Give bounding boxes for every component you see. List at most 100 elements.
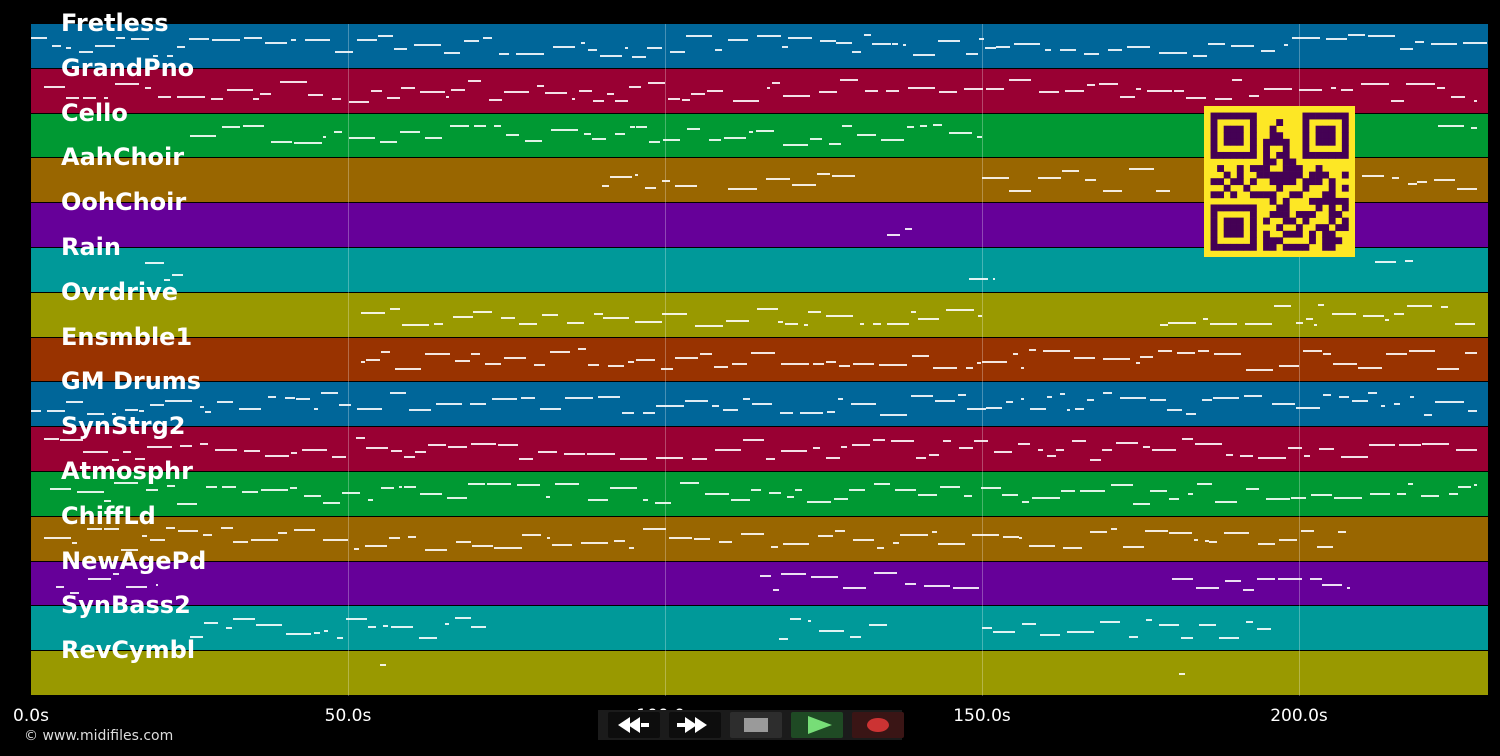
midi-note — [488, 99, 502, 102]
stop-button[interactable] — [730, 712, 782, 738]
midi-note — [886, 234, 900, 237]
midi-note — [451, 89, 465, 92]
midi-note — [1302, 349, 1323, 352]
midi-note — [447, 446, 468, 449]
midi-note — [1273, 304, 1291, 307]
midi-note — [264, 41, 288, 44]
midi-note — [243, 124, 264, 127]
qr-code — [1204, 106, 1355, 257]
midi-note — [189, 635, 203, 638]
midi-note — [444, 52, 460, 55]
rewind-button[interactable] — [608, 712, 660, 738]
midi-note — [892, 542, 900, 545]
midi-note — [1037, 177, 1062, 180]
midi-note — [267, 395, 276, 398]
midi-note — [826, 411, 835, 414]
midi-note — [817, 172, 831, 175]
midi-note — [993, 277, 996, 280]
midi-note — [891, 440, 915, 443]
midi-note — [1421, 494, 1440, 497]
midi-note — [401, 323, 429, 326]
track-lane — [31, 517, 1488, 561]
midi-note — [355, 437, 366, 440]
midi-note — [1331, 312, 1357, 315]
midi-note — [1334, 496, 1362, 499]
midi-note — [1423, 413, 1433, 416]
midi-note — [522, 533, 541, 536]
track-label: AahChoir — [61, 143, 185, 171]
midi-note — [668, 536, 693, 539]
midi-note — [379, 663, 387, 666]
midi-note — [176, 503, 198, 506]
midi-note — [470, 352, 480, 355]
midi-note — [491, 398, 517, 401]
midi-note — [587, 364, 600, 367]
midi-note — [371, 90, 382, 93]
midi-note — [1473, 99, 1477, 102]
midi-note — [1214, 500, 1237, 503]
midi-note — [609, 176, 632, 179]
midi-note — [320, 392, 338, 395]
fast-forward-button[interactable] — [669, 712, 721, 738]
midi-note — [1398, 444, 1421, 447]
midi-note — [1257, 457, 1286, 460]
record-button[interactable] — [852, 712, 904, 738]
midi-note — [505, 134, 519, 137]
midi-note — [933, 367, 957, 370]
midi-note — [838, 398, 844, 401]
midi-note — [285, 396, 296, 399]
midi-note — [226, 88, 254, 91]
midi-note — [264, 455, 289, 458]
midi-note — [578, 348, 587, 351]
midi-note — [851, 443, 871, 446]
midi-note — [389, 392, 407, 395]
midi-note — [471, 625, 486, 628]
midi-note — [714, 49, 722, 52]
midi-note — [662, 139, 680, 142]
midi-note — [984, 47, 996, 50]
midi-note — [533, 364, 545, 367]
midi-note — [211, 98, 224, 101]
midi-note — [1150, 399, 1166, 402]
midi-note — [1258, 543, 1275, 546]
midi-note — [1338, 396, 1350, 399]
midi-note — [1464, 352, 1477, 355]
midi-note — [760, 574, 771, 577]
midi-note — [800, 411, 823, 414]
midi-note — [1295, 406, 1321, 409]
play-button[interactable] — [791, 712, 843, 738]
midi-note — [1310, 493, 1332, 496]
midi-note — [1040, 634, 1061, 637]
midi-note — [682, 98, 690, 101]
midi-note — [367, 498, 373, 501]
midi-note — [332, 455, 347, 458]
midi-note — [1145, 619, 1152, 622]
midi-note — [400, 130, 420, 133]
midi-note — [1159, 623, 1180, 626]
midi-note — [200, 443, 208, 445]
midi-note — [46, 410, 65, 413]
midi-note — [647, 82, 665, 85]
midi-note — [142, 534, 148, 537]
midi-note — [1406, 83, 1435, 86]
midi-note — [1322, 584, 1343, 587]
midi-note — [469, 403, 486, 406]
midi-note — [768, 491, 781, 494]
midi-note — [1245, 487, 1260, 490]
midi-note — [825, 360, 837, 363]
midi-note — [1019, 537, 1023, 539]
midi-note — [832, 174, 856, 177]
midi-note — [841, 124, 853, 127]
midi-note — [1185, 97, 1207, 100]
midi-note — [382, 625, 388, 628]
midi-note — [1415, 40, 1425, 43]
stop-icon — [744, 718, 768, 732]
midi-note — [1181, 437, 1193, 440]
midi-note — [1008, 79, 1032, 82]
midi-note — [911, 311, 917, 314]
midi-note — [807, 619, 812, 622]
midi-note — [1474, 484, 1477, 487]
midi-note — [1367, 34, 1396, 37]
midi-note — [757, 308, 778, 311]
track-label: SynStrg2 — [61, 412, 186, 440]
